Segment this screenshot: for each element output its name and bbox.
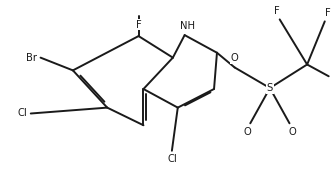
Text: O: O — [231, 53, 238, 63]
Text: Br: Br — [26, 53, 37, 63]
Text: O: O — [289, 127, 297, 137]
Text: Cl: Cl — [18, 109, 28, 119]
Text: F: F — [273, 6, 279, 16]
Text: NH: NH — [180, 21, 195, 31]
Text: F: F — [325, 8, 331, 18]
Text: F: F — [136, 20, 142, 30]
Text: Cl: Cl — [167, 154, 177, 164]
Text: O: O — [243, 127, 251, 137]
Text: S: S — [267, 83, 273, 93]
